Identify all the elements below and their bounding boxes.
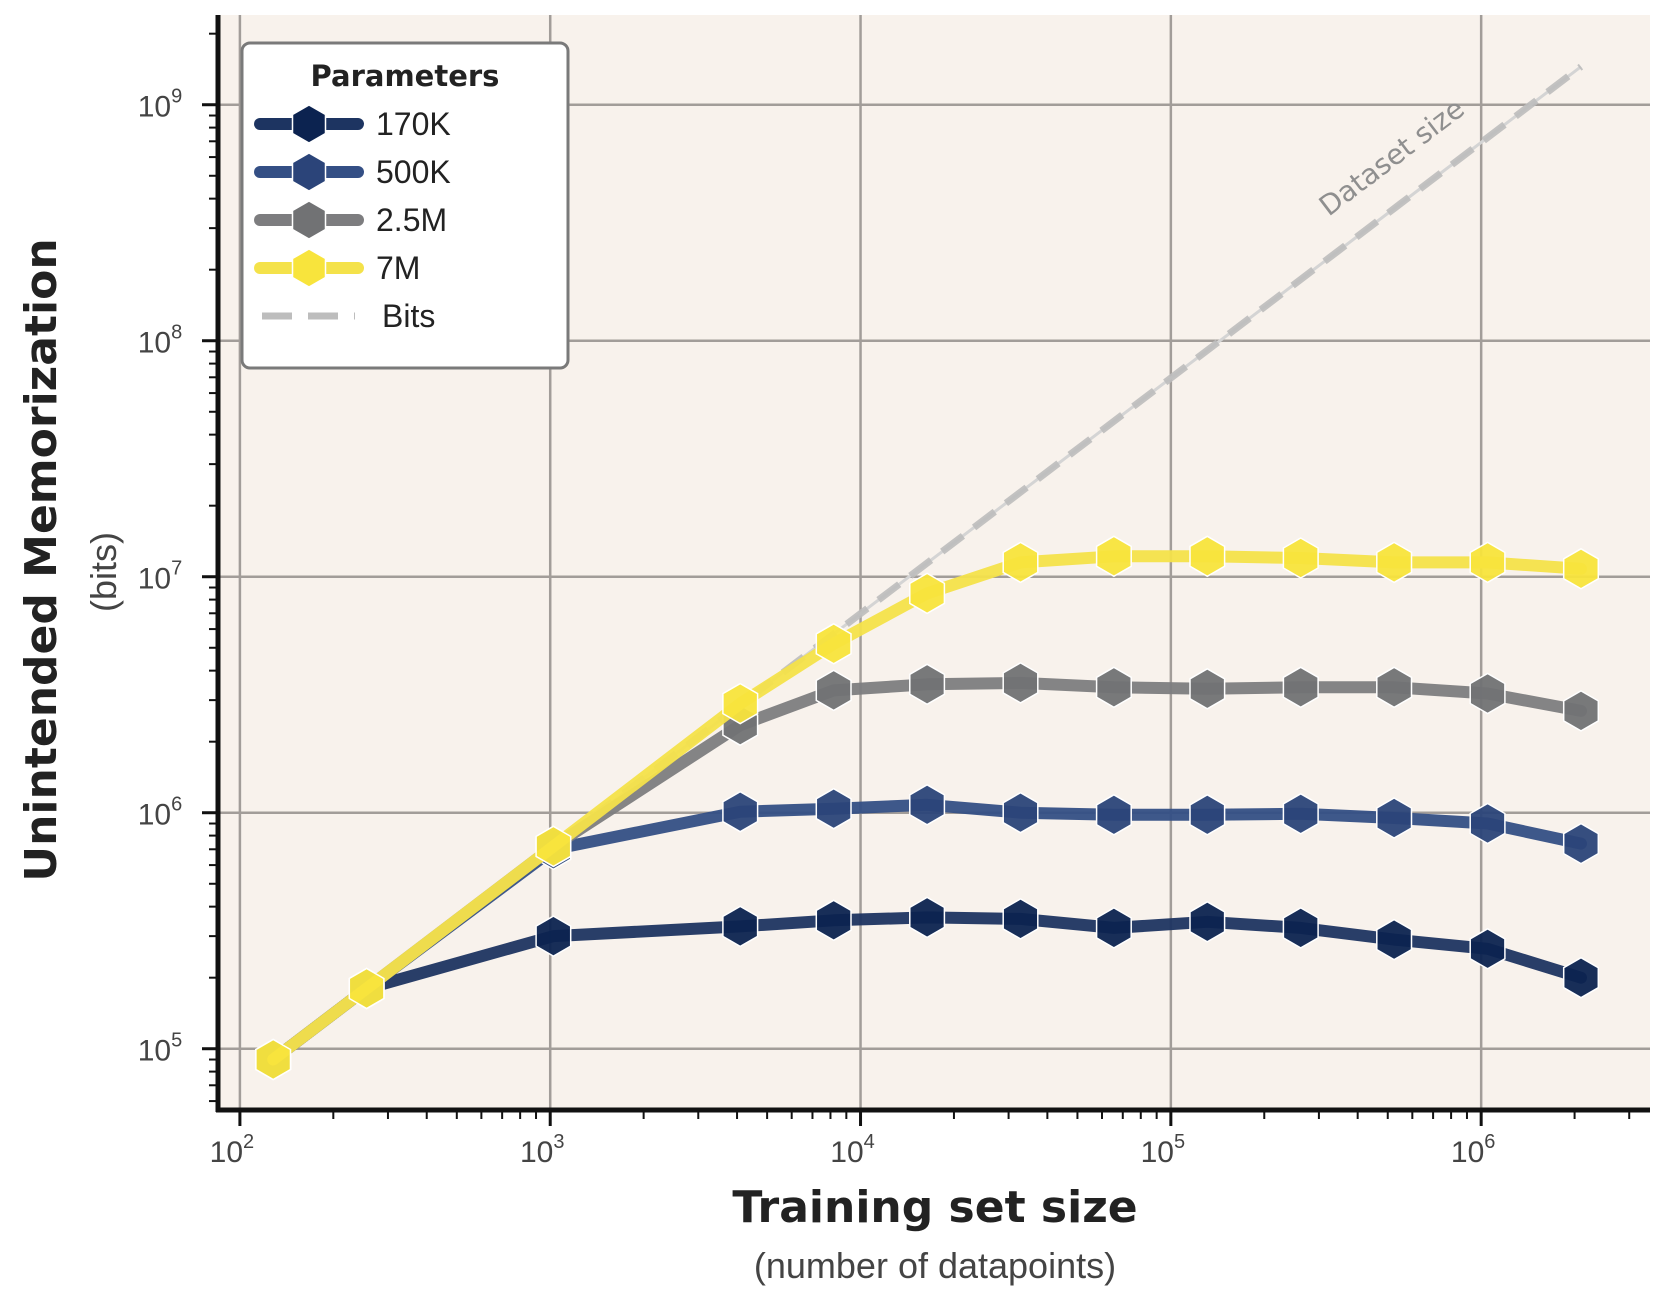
legend-marker-500K (291, 152, 327, 192)
legend-label-170K: 170K (376, 106, 451, 142)
data-point-2.5M-4 (815, 669, 852, 712)
data-point-7M-7 (1095, 535, 1132, 578)
data-point-2.5M-8 (1189, 667, 1226, 710)
data-point-2.5M-10 (1376, 666, 1413, 709)
series-7M (255, 535, 1600, 1081)
data-point-500K-12 (1562, 822, 1600, 865)
x-axis-title: Training set size (732, 1182, 1137, 1233)
data-point-170K-11 (1469, 927, 1506, 970)
legend-entry-500K: 500K (254, 152, 451, 192)
y-tick-label-3: 108 (138, 322, 183, 360)
data-point-500K-4 (815, 787, 852, 830)
axes (202, 15, 1650, 1126)
x-axis-subtitle: (number of datapoints) (754, 1245, 1116, 1286)
legend-label-7M: 7M (376, 250, 420, 286)
data-point-2.5M-12 (1562, 690, 1600, 732)
data-point-500K-7 (1095, 793, 1132, 836)
data-point-170K-8 (1189, 900, 1226, 943)
data-point-500K-5 (909, 783, 946, 826)
x-tick-label-0: 102 (210, 1131, 255, 1169)
data-point-7M-11 (1469, 541, 1506, 584)
data-point-500K-3 (722, 790, 759, 833)
legend-label-2.5M: 2.5M (376, 202, 447, 238)
data-point-7M-0 (255, 1038, 292, 1081)
data-point-2.5M-7 (1095, 666, 1132, 709)
tick-labels: 102 103 104 105 106 105 106 107 108 109 (138, 86, 1496, 1169)
data-point-170K-4 (815, 899, 852, 942)
data-point-170K-12 (1562, 956, 1600, 999)
data-point-7M-4 (815, 622, 852, 665)
y-axis-subtitle: (bits) (83, 532, 124, 612)
legend-label-Bits: Bits (382, 298, 435, 334)
y-tick-label-4: 109 (138, 86, 183, 124)
data-point-2.5M-11 (1469, 672, 1506, 715)
data-point-2.5M-9 (1282, 666, 1319, 709)
data-point-7M-10 (1376, 541, 1413, 584)
data-point-2.5M-6 (1002, 662, 1039, 704)
data-point-7M-5 (909, 572, 946, 615)
data-point-500K-6 (1002, 791, 1039, 834)
data-point-7M-1 (348, 967, 385, 1010)
data-point-7M-9 (1282, 537, 1319, 579)
legend-entry-2.5M: 2.5M (254, 200, 447, 240)
data-point-170K-10 (1376, 918, 1413, 961)
series-group (255, 535, 1600, 1081)
data-point-170K-6 (1002, 898, 1039, 940)
data-point-170K-7 (1095, 907, 1132, 949)
y-tick-label-0: 105 (138, 1030, 183, 1068)
data-point-2.5M-5 (909, 663, 946, 706)
reference-line-bits (271, 63, 1584, 1063)
legend-entry-7M: 7M (254, 248, 420, 288)
x-tick-label-3: 105 (1141, 1131, 1186, 1169)
data-point-500K-11 (1469, 802, 1506, 845)
y-tick-label-2: 107 (138, 558, 183, 596)
x-tick-label-4: 106 (1451, 1131, 1496, 1169)
data-point-7M-8 (1189, 535, 1226, 578)
legend-items: 170K 500K 2.5M 7M Bits (254, 104, 451, 334)
y-axis-title: Unintended Memorization (16, 238, 67, 881)
data-point-7M-2 (535, 825, 572, 868)
data-point-170K-2 (535, 915, 572, 957)
legend-entry-Bits: Bits (262, 298, 435, 334)
legend-marker-2.5M (291, 200, 327, 240)
data-point-7M-6 (1002, 541, 1039, 584)
legend-entry-170K: 170K (254, 104, 451, 144)
legend-marker-7M (291, 248, 327, 288)
legend: Parameters 170K 500K 2.5M 7M Bits (240, 41, 570, 370)
x-tick-label-1: 103 (520, 1131, 565, 1169)
data-point-7M-3 (722, 682, 759, 725)
data-point-7M-12 (1562, 547, 1600, 590)
data-point-170K-9 (1282, 907, 1319, 949)
legend-marker-170K (291, 104, 327, 144)
data-point-500K-9 (1282, 792, 1319, 835)
legend-title: Parameters (311, 59, 500, 93)
x-tick-label-2: 104 (830, 1131, 875, 1169)
legend-label-500K: 500K (376, 154, 451, 190)
data-point-500K-8 (1189, 793, 1226, 836)
data-point-170K-3 (722, 905, 759, 948)
y-tick-label-1: 106 (138, 794, 183, 832)
data-point-170K-5 (909, 896, 946, 939)
data-point-500K-10 (1376, 797, 1413, 839)
